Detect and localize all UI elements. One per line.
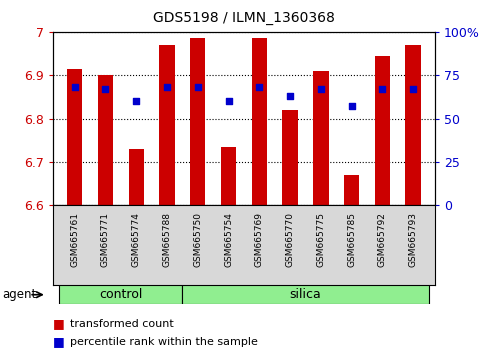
Point (225, 98, 232, 104)
Text: GDS5198 / ILMN_1360368: GDS5198 / ILMN_1360368 (153, 11, 335, 25)
Point (409, 86, 417, 92)
Point (379, 86, 386, 92)
Point (101, 86, 109, 92)
Text: GSM665775: GSM665775 (316, 212, 326, 267)
Bar (190, 38, 205, 205)
Point (163, 85, 171, 90)
Bar (405, 45, 421, 205)
Text: GSM665774: GSM665774 (132, 212, 141, 267)
Bar (283, 110, 298, 205)
Bar (344, 175, 359, 205)
Bar (375, 56, 390, 205)
Bar (252, 38, 267, 205)
Bar (59, 285, 183, 304)
Text: GSM665788: GSM665788 (162, 212, 171, 267)
Text: GSM665761: GSM665761 (70, 212, 79, 267)
Point (71, 85, 79, 90)
Text: transformed count: transformed count (70, 319, 174, 329)
Point (194, 85, 201, 90)
Bar (98, 75, 113, 205)
Text: ■: ■ (53, 335, 65, 348)
Bar (313, 71, 328, 205)
Text: ■: ■ (53, 318, 65, 330)
Text: GSM665769: GSM665769 (255, 212, 264, 267)
Text: agent: agent (2, 288, 37, 301)
Bar (221, 147, 236, 205)
Point (348, 104, 355, 109)
Point (286, 93, 294, 99)
Text: GSM665750: GSM665750 (193, 212, 202, 267)
Bar (159, 45, 175, 205)
Bar (67, 69, 83, 205)
Text: GSM665754: GSM665754 (224, 212, 233, 267)
Text: GSM665793: GSM665793 (409, 212, 418, 267)
Point (132, 98, 140, 104)
Text: percentile rank within the sample: percentile rank within the sample (70, 337, 258, 347)
Bar (128, 149, 144, 205)
Point (317, 86, 325, 92)
Text: control: control (99, 288, 142, 301)
Text: GSM665785: GSM665785 (347, 212, 356, 267)
Point (256, 85, 263, 90)
Text: silica: silica (290, 288, 321, 301)
Text: GSM665771: GSM665771 (101, 212, 110, 267)
Bar (183, 285, 428, 304)
Text: GSM665770: GSM665770 (285, 212, 295, 267)
Text: GSM665792: GSM665792 (378, 212, 387, 267)
